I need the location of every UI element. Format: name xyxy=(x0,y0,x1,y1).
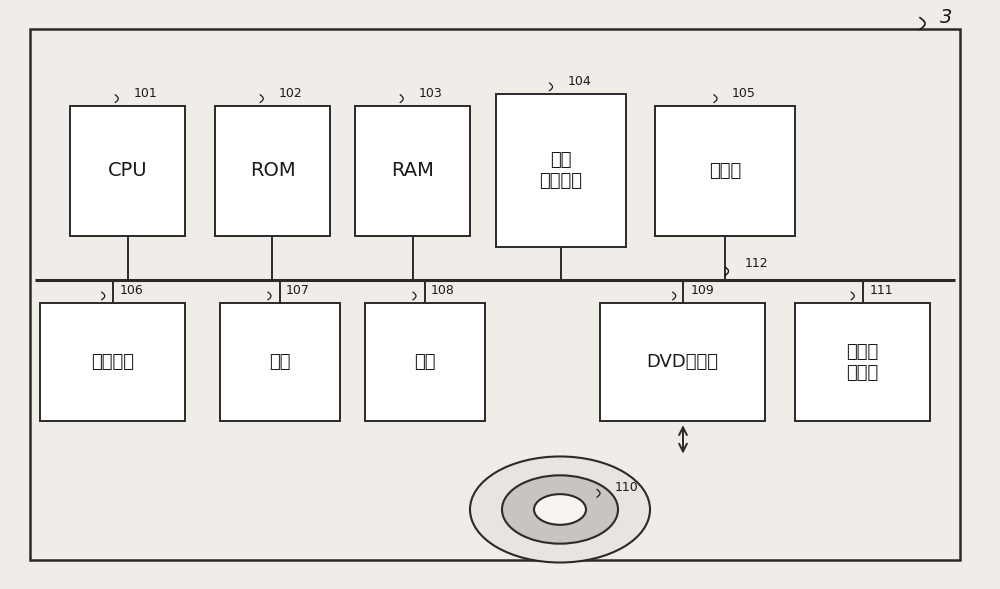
Circle shape xyxy=(470,456,650,562)
Text: 鼠标: 鼠标 xyxy=(414,353,436,371)
Text: 外部
存储设备: 外部 存储设备 xyxy=(540,151,582,190)
Bar xyxy=(655,106,795,236)
Text: DVD驱动器: DVD驱动器 xyxy=(646,353,718,371)
Text: 网络接口: 网络接口 xyxy=(91,353,134,371)
Text: 103: 103 xyxy=(418,87,442,100)
Text: 106: 106 xyxy=(120,284,144,297)
Text: 键盘: 键盘 xyxy=(269,353,291,371)
Text: 110: 110 xyxy=(615,481,639,494)
Bar xyxy=(600,303,765,421)
Bar xyxy=(40,303,185,421)
Text: 101: 101 xyxy=(133,87,157,100)
Circle shape xyxy=(502,475,618,544)
Text: 3: 3 xyxy=(940,8,952,27)
Bar xyxy=(220,303,340,421)
Bar xyxy=(70,106,185,236)
Bar xyxy=(355,106,470,236)
Bar xyxy=(496,94,626,247)
Bar xyxy=(795,303,930,421)
Text: 外部设
备接口: 外部设 备接口 xyxy=(846,343,879,382)
Text: RAM: RAM xyxy=(391,161,434,180)
Text: 109: 109 xyxy=(691,284,714,297)
Text: 111: 111 xyxy=(869,284,893,297)
Text: 108: 108 xyxy=(431,284,455,297)
Text: 102: 102 xyxy=(278,87,302,100)
Text: 显示器: 显示器 xyxy=(709,162,741,180)
Text: 112: 112 xyxy=(745,257,769,270)
Bar xyxy=(365,303,485,421)
Text: CPU: CPU xyxy=(108,161,147,180)
Text: 104: 104 xyxy=(568,75,591,88)
Text: 107: 107 xyxy=(286,284,310,297)
Text: 105: 105 xyxy=(732,87,756,100)
Circle shape xyxy=(534,494,586,525)
Text: ROM: ROM xyxy=(250,161,295,180)
Bar xyxy=(215,106,330,236)
